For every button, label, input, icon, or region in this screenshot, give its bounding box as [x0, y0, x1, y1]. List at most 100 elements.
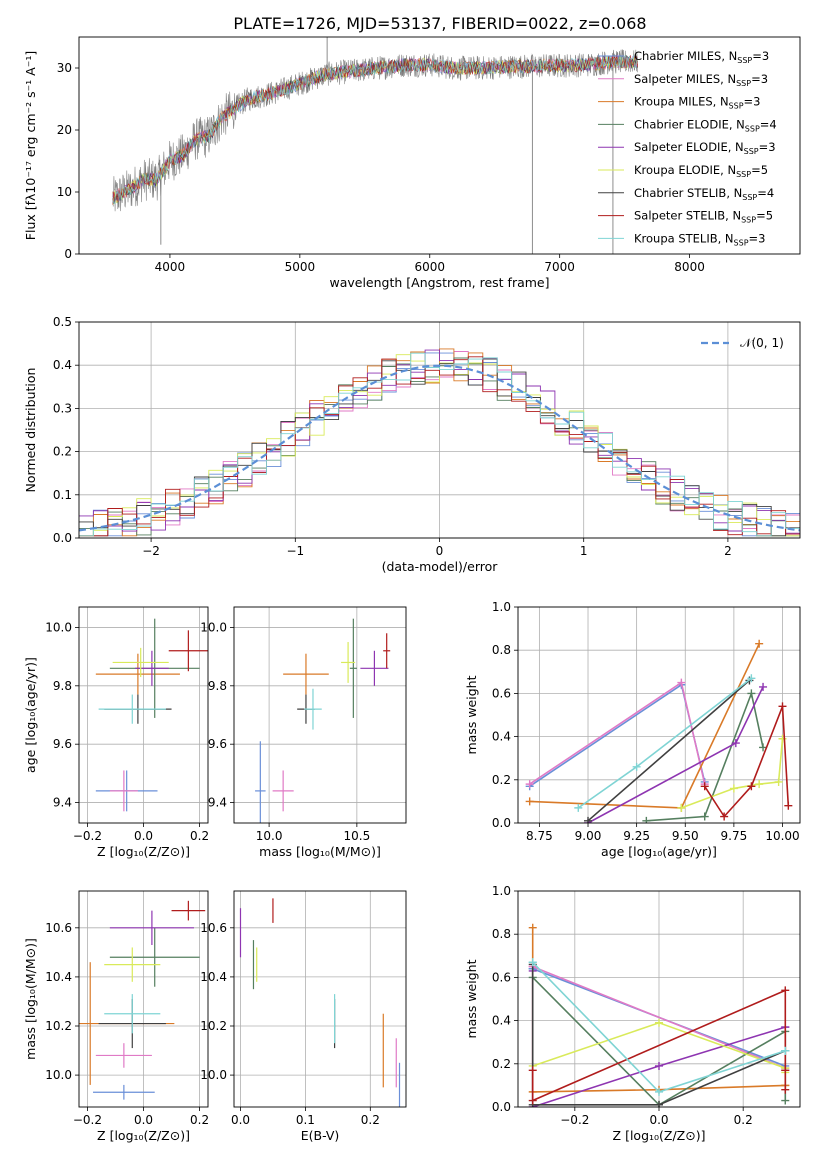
x-tick-label: 8000	[674, 260, 705, 274]
residuals-chart: −2 −1 0 1 2 0.0 0.1 0.2 0.3 0.4 0.5 (data-model)/er…	[23, 315, 801, 574]
weight-point-marker	[525, 797, 534, 806]
x-tick-label: −0.2	[73, 1113, 102, 1127]
weight-point-marker	[759, 682, 768, 691]
weight-point-marker	[528, 1066, 537, 1075]
weight-series-line	[531, 964, 786, 1106]
x-tick-label: 9.50	[672, 829, 699, 843]
x-tick-label: 0.1	[296, 1113, 315, 1127]
weight-point-marker	[655, 1018, 663, 1027]
weight-point-marker	[778, 702, 787, 711]
y-tick-label: 0.0	[492, 1100, 511, 1114]
weight-point-marker	[655, 1100, 663, 1107]
weight-point-marker	[584, 816, 593, 823]
y-tick-label: 10.0	[200, 620, 227, 634]
weight-vs-age-chart: 8.75 9.00 9.25 9.50 9.75 10.00 0.0 0.2 0.4 0.6 0.8…	[464, 600, 801, 859]
age-vs-mass-plot-area	[255, 618, 391, 823]
weight-point-marker	[781, 1085, 790, 1094]
weight-point-marker	[528, 958, 537, 967]
y-tick-label: 20	[57, 123, 72, 137]
weight-point-marker	[781, 986, 790, 995]
legend-entry: 𝒩(0, 1)	[740, 336, 784, 350]
x-tick-label: −1	[286, 544, 304, 558]
weight-series-line	[529, 683, 706, 787]
weight-point-marker	[642, 816, 651, 823]
model-spectrum-line	[112, 55, 638, 205]
x-tick-label: 5000	[285, 260, 316, 274]
y-tick-label: 9.8	[53, 679, 72, 693]
x-tick-label: −0.2	[560, 1113, 589, 1127]
weight-point-marker	[632, 762, 641, 771]
mass-vs-EBV-plot-area	[239, 898, 401, 1107]
residual-histogram	[79, 352, 800, 537]
model-spectrum-line	[112, 54, 638, 204]
y-axis-label: mass weight	[464, 675, 479, 754]
weight-series-line	[577, 677, 752, 809]
age-vs-mass-grid	[234, 607, 406, 823]
x-tick-label: 6000	[414, 260, 445, 274]
y-tick-label: 0.3	[53, 401, 72, 415]
y-tick-label: 9.4	[208, 796, 227, 810]
legend-entry: Chabrier MILES, NSSP=3	[634, 49, 769, 65]
y-tick-label: 0.6	[492, 970, 511, 984]
age-vs-Z-frame	[78, 606, 209, 824]
x-axis-label: E(B-V)	[301, 1128, 340, 1143]
mass-vs-Z-chart: −0.2 0.0 0.2 10.0 10.2 10.4 10.6 Z [log₁₀(Z/Z⊙)…	[23, 890, 209, 1143]
weight-point-marker	[528, 1096, 537, 1105]
mass-vs-EBV-grid	[234, 891, 406, 1107]
x-tick-label: 0.0	[134, 1113, 153, 1127]
x-tick-label: 0.2	[734, 1113, 753, 1127]
x-tick-label: 0.2	[190, 829, 209, 843]
y-tick-label: 10.4	[45, 970, 72, 984]
weight-point-marker	[729, 784, 738, 793]
x-axis-label: Z [log₁₀(Z/Z⊙)]	[613, 1128, 706, 1143]
weight-point-marker	[655, 1061, 663, 1070]
y-tick-label: 0.8	[492, 927, 511, 941]
x-tick-label: 10.00	[765, 829, 799, 843]
legend-entry: Kroupa ELODIE, NSSP=5	[634, 163, 768, 179]
y-axis-label: age [log₁₀(age/yr)]	[23, 657, 38, 773]
y-tick-label: 10	[57, 185, 72, 199]
y-tick-label: 10.4	[200, 970, 227, 984]
y-tick-label: 0.8	[492, 643, 511, 657]
weight-point-marker	[677, 678, 686, 687]
spectrum-plot-area	[112, 37, 638, 254]
weight-series-line	[529, 643, 760, 809]
x-tick-label: 0.2	[361, 1113, 380, 1127]
y-tick-label: 30	[57, 61, 72, 75]
y-axis-label: mass [log₁₀(M/M⊙)]	[23, 938, 38, 1060]
residual-histogram	[79, 349, 800, 534]
x-axis-label: wavelength [Angstrom, rest frame]	[329, 275, 549, 290]
y-tick-label: 9.6	[208, 737, 227, 751]
y-tick-label: 10.2	[200, 1019, 227, 1033]
y-axis-label: Normed distribution	[23, 368, 38, 493]
weight-vs-Z-plot-area	[528, 923, 790, 1107]
weight-vs-Z-grid	[518, 890, 800, 1108]
weight-point-marker	[781, 1066, 790, 1075]
weight-vs-age-frame	[517, 606, 801, 824]
age-vs-Z-plot-area	[95, 618, 208, 812]
x-tick-label: 9.25	[623, 829, 650, 843]
weight-point-marker	[755, 780, 764, 789]
y-tick-label: 10.6	[200, 921, 227, 935]
x-tick-label: 1	[580, 544, 588, 558]
weight-point-marker	[747, 674, 756, 683]
y-tick-label: 10.0	[45, 620, 72, 634]
y-tick-label: 0.1	[53, 488, 72, 502]
weight-point-marker	[700, 812, 709, 821]
weight-point-marker	[574, 803, 583, 812]
model-spectrum-line	[112, 55, 638, 205]
residuals-plot-area	[79, 348, 800, 537]
weight-point-marker	[774, 777, 783, 786]
model-spectrum-line	[112, 54, 638, 205]
weight-point-marker	[525, 780, 534, 789]
mass-vs-Z-grid	[79, 891, 208, 1107]
y-tick-label: 9.4	[53, 796, 72, 810]
y-tick-label: 0.2	[53, 445, 72, 459]
spectrum-chart: 4000 5000 6000 7000 8000 0 10 20 30 wavelength [A…	[23, 36, 801, 290]
spectrum-legend: Chabrier MILES, NSSP=3 Salpeter MILES, NS…	[598, 49, 777, 247]
y-tick-label: 0.0	[492, 816, 511, 830]
residuals-frame	[78, 321, 801, 539]
mass-vs-Z-frame	[78, 890, 209, 1108]
weight-point-marker	[755, 639, 764, 648]
